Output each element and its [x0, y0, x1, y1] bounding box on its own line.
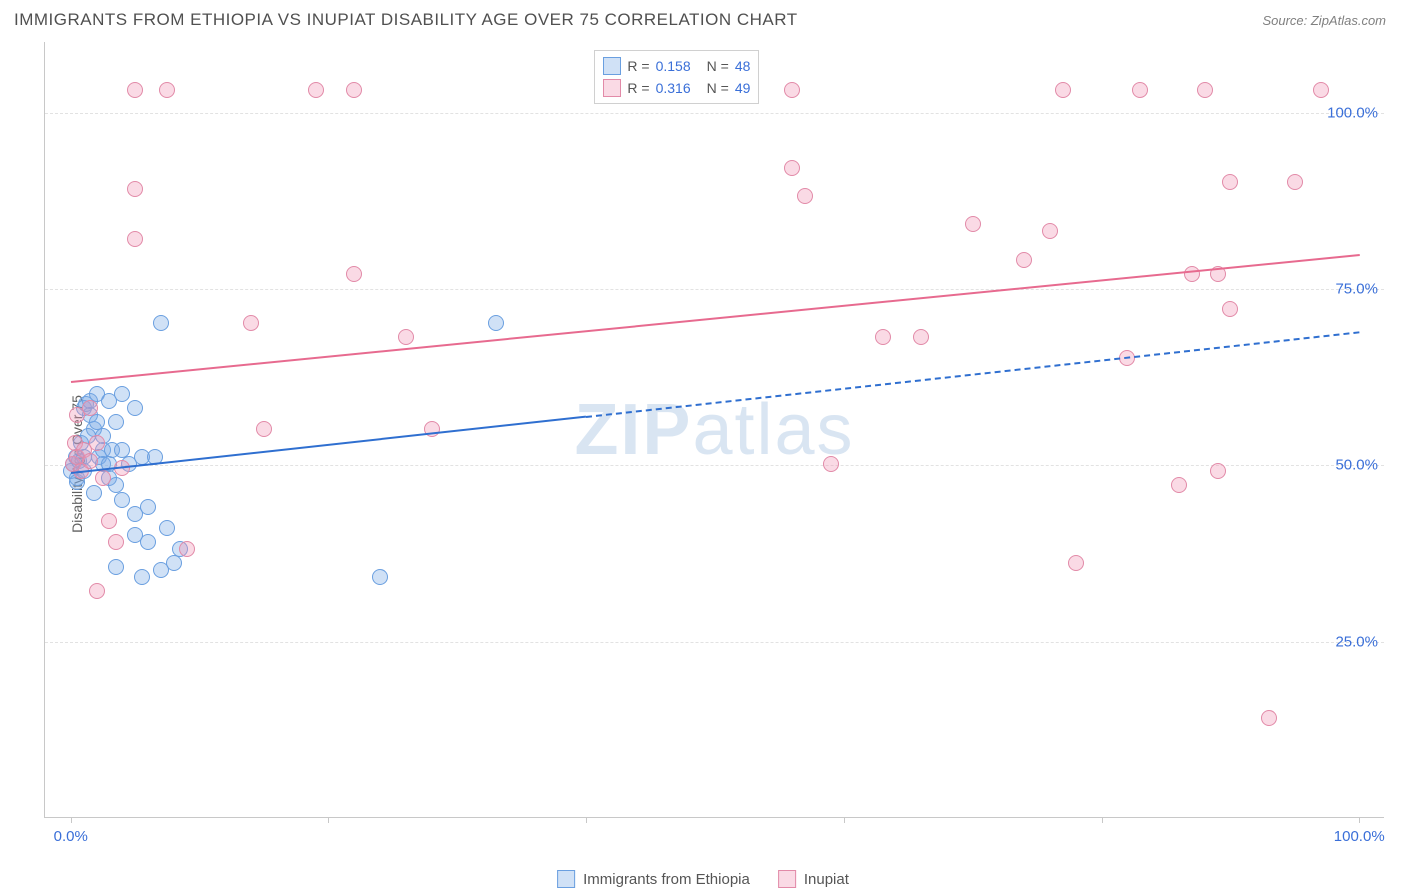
scatter-point: [1197, 82, 1213, 98]
scatter-point: [823, 456, 839, 472]
scatter-point: [372, 569, 388, 585]
scatter-point: [86, 485, 102, 501]
legend-item: Inupiat: [778, 870, 849, 888]
legend-label: Immigrants from Ethiopia: [583, 871, 750, 888]
legend-stats: R = 0.158 N = 48 R = 0.316 N = 49: [594, 50, 759, 104]
scatter-point: [114, 492, 130, 508]
legend-bottom: Immigrants from Ethiopia Inupiat: [557, 870, 849, 888]
scatter-point: [153, 315, 169, 331]
scatter-point: [159, 520, 175, 536]
scatter-point: [95, 470, 111, 486]
scatter-point: [488, 315, 504, 331]
scatter-point: [127, 181, 143, 197]
scatter-point: [108, 559, 124, 575]
scatter-point: [784, 160, 800, 176]
scatter-point: [1132, 82, 1148, 98]
scatter-point: [1184, 266, 1200, 282]
legend-r-label: R =: [627, 58, 649, 74]
scatter-point: [89, 435, 105, 451]
x-tick: [1359, 817, 1360, 823]
scatter-point: [1222, 174, 1238, 190]
scatter-point: [1287, 174, 1303, 190]
scatter-point: [140, 534, 156, 550]
watermark: ZIPatlas: [574, 389, 854, 471]
gridline: [45, 642, 1384, 643]
scatter-point: [89, 583, 105, 599]
chart-title: IMMIGRANTS FROM ETHIOPIA VS INUPIAT DISA…: [14, 10, 798, 30]
scatter-point: [1055, 82, 1071, 98]
chart-header: IMMIGRANTS FROM ETHIOPIA VS INUPIAT DISA…: [0, 0, 1406, 38]
scatter-point: [127, 400, 143, 416]
scatter-point: [243, 315, 259, 331]
x-tick: [71, 817, 72, 823]
x-tick: [586, 817, 587, 823]
gridline: [45, 113, 1384, 114]
scatter-point: [308, 82, 324, 98]
legend-swatch: [603, 79, 621, 97]
scatter-point: [127, 231, 143, 247]
x-tick: [844, 817, 845, 823]
legend-n-value: 48: [735, 58, 751, 74]
scatter-point: [965, 216, 981, 232]
scatter-point: [1068, 555, 1084, 571]
x-tick-label: 0.0%: [54, 828, 88, 845]
trend-line: [586, 331, 1359, 418]
scatter-point: [1016, 252, 1032, 268]
trend-line: [71, 254, 1360, 383]
legend-r-value: 0.316: [656, 80, 691, 96]
scatter-point: [1313, 82, 1329, 98]
x-tick: [328, 817, 329, 823]
legend-item: Immigrants from Ethiopia: [557, 870, 750, 888]
chart-source: Source: ZipAtlas.com: [1262, 13, 1386, 28]
gridline: [45, 289, 1384, 290]
scatter-point: [784, 82, 800, 98]
legend-swatch: [778, 870, 796, 888]
y-tick-label: 50.0%: [1335, 457, 1378, 474]
scatter-point: [256, 421, 272, 437]
x-tick: [1102, 817, 1103, 823]
scatter-point: [134, 569, 150, 585]
y-tick-label: 100.0%: [1327, 104, 1378, 121]
scatter-point: [127, 82, 143, 98]
chart-area: Disability Age Over 75 ZIPatlas 25.0%50.…: [0, 36, 1406, 892]
scatter-point: [797, 188, 813, 204]
legend-n-value: 49: [735, 80, 751, 96]
scatter-point: [108, 414, 124, 430]
scatter-point: [82, 400, 98, 416]
scatter-point: [179, 541, 195, 557]
scatter-point: [1222, 301, 1238, 317]
scatter-point: [114, 386, 130, 402]
scatter-point: [82, 453, 98, 469]
x-tick-label: 100.0%: [1334, 828, 1385, 845]
gridline: [45, 465, 1384, 466]
scatter-point: [1042, 223, 1058, 239]
legend-swatch: [557, 870, 575, 888]
scatter-point: [398, 329, 414, 345]
legend-stats-row: R = 0.158 N = 48: [603, 55, 750, 77]
scatter-point: [101, 513, 117, 529]
legend-r-value: 0.158: [656, 58, 691, 74]
scatter-point: [1171, 477, 1187, 493]
scatter-point: [140, 499, 156, 515]
scatter-point: [913, 329, 929, 345]
plot-region: ZIPatlas 25.0%50.0%75.0%100.0%0.0%100.0%…: [44, 42, 1384, 818]
scatter-point: [166, 555, 182, 571]
legend-stats-row: R = 0.316 N = 49: [603, 77, 750, 99]
scatter-point: [346, 266, 362, 282]
y-tick-label: 75.0%: [1335, 280, 1378, 297]
legend-n-label: N =: [707, 58, 729, 74]
legend-swatch: [603, 57, 621, 75]
scatter-point: [875, 329, 891, 345]
legend-label: Inupiat: [804, 871, 849, 888]
legend-n-label: N =: [707, 80, 729, 96]
scatter-point: [1210, 463, 1226, 479]
legend-r-label: R =: [627, 80, 649, 96]
scatter-point: [108, 534, 124, 550]
scatter-point: [159, 82, 175, 98]
y-tick-label: 25.0%: [1335, 633, 1378, 650]
scatter-point: [346, 82, 362, 98]
scatter-point: [1261, 710, 1277, 726]
